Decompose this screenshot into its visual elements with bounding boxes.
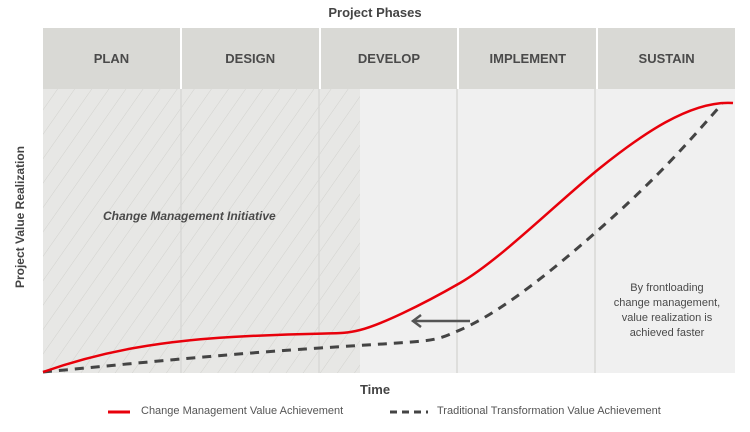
traditional-curve [42, 103, 724, 374]
shaded-region-label: Change Management Initiative [103, 209, 276, 223]
diagram-title: Project Phases [328, 5, 422, 20]
x-axis-label: Time [359, 382, 391, 397]
phase-dividers [180, 89, 596, 373]
phase-plan: PLAN [43, 28, 182, 89]
hatch-pattern [43, 89, 360, 373]
legend-item-traditional: Traditional Transformation Value Achieve… [437, 405, 661, 417]
phase-develop: DEVELOP [320, 28, 460, 89]
phase-sustain: SUSTAIN [598, 28, 735, 89]
legend-item-change-management: Change Management Value Achievement [141, 405, 344, 417]
phase-header: PLAN DESIGN DEVELOP IMPLEMENT SUSTAIN [43, 28, 735, 89]
phase-design: DESIGN [181, 28, 321, 89]
phase-implement: IMPLEMENT [459, 28, 599, 89]
arrow-left-icon [410, 314, 470, 328]
annotation: By frontloading change management, value… [613, 282, 721, 339]
y-axis-label: Project Value Realization [13, 145, 27, 289]
change-management-curve [42, 101, 734, 374]
